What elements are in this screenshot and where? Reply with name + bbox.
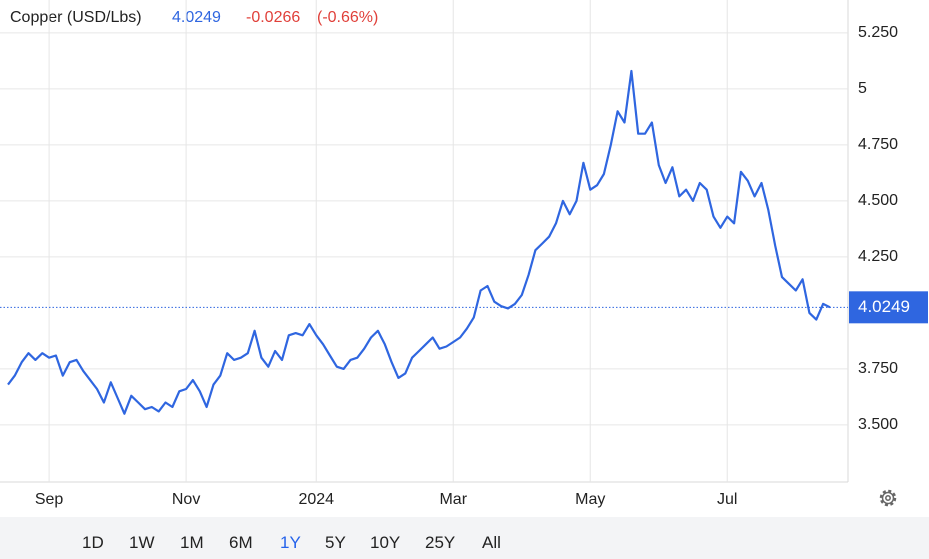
range-button[interactable]: 6M <box>229 533 253 552</box>
settings-icon[interactable] <box>879 489 897 507</box>
chart: Copper (USD/Lbs) 4.0249 -0.0266 (-0.66%)… <box>0 0 928 508</box>
last-price-box <box>849 291 928 324</box>
y-tick-label: 4.500 <box>858 192 898 209</box>
y-tick-label: 3.750 <box>858 360 898 377</box>
x-tick-label: Nov <box>172 491 200 508</box>
x-tick-label: May <box>575 491 605 508</box>
x-tick-label: Sep <box>35 491 64 508</box>
range-button[interactable]: 25Y <box>425 533 456 552</box>
y-tick-label: 4.750 <box>858 136 898 153</box>
range-button[interactable]: 10Y <box>370 533 401 552</box>
x-tick-label: Jul <box>717 491 737 508</box>
last-price-label: 4.0249 <box>858 297 910 316</box>
grid <box>0 0 848 482</box>
range-bar <box>0 517 929 559</box>
y-tick-label: 4.250 <box>858 248 898 265</box>
range-button[interactable]: All <box>482 533 501 552</box>
range-button[interactable]: 1D <box>82 533 104 552</box>
price-line <box>7 69 831 415</box>
y-tick-label: 5.250 <box>858 24 898 41</box>
y-tick-label: 5 <box>858 80 867 97</box>
change: -0.0266 <box>246 9 300 26</box>
range-button[interactable]: 1W <box>129 533 155 552</box>
change-percent: (-0.66%) <box>317 9 378 26</box>
last-price: 4.0249 <box>172 9 221 26</box>
x-tick-label: 2024 <box>298 491 334 508</box>
range-button[interactable]: 1Y <box>280 533 301 552</box>
range-button[interactable]: 5Y <box>325 533 346 552</box>
chart-title: Copper (USD/Lbs) <box>10 9 142 26</box>
range-button[interactable]: 1M <box>180 533 204 552</box>
y-tick-label: 3.500 <box>858 416 898 433</box>
x-tick-label: Mar <box>439 491 467 508</box>
